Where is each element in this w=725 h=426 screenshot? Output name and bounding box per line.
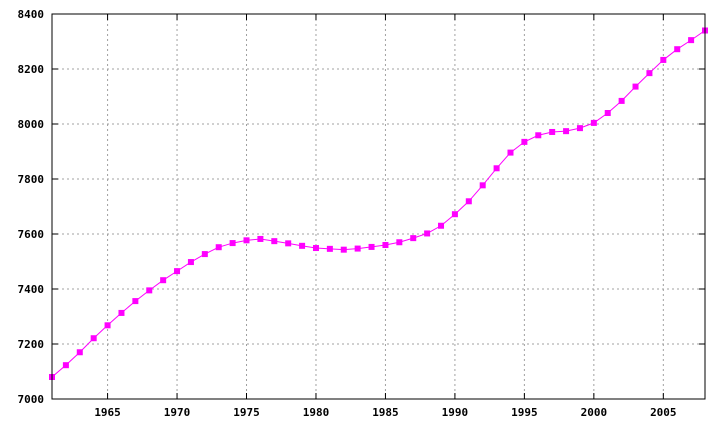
- data-point: [285, 240, 292, 247]
- x-tick-label: 1990: [442, 406, 469, 419]
- data-point: [438, 222, 445, 229]
- data-point: [493, 165, 500, 172]
- y-tick-label: 8200: [18, 63, 45, 76]
- data-point: [354, 245, 361, 252]
- plot-frame: [51, 13, 706, 400]
- data-point: [201, 251, 208, 258]
- data-point: [576, 125, 583, 132]
- data-point: [646, 70, 653, 77]
- x-tick-label: 1985: [372, 406, 399, 419]
- data-point: [396, 239, 403, 246]
- data-point: [424, 230, 431, 237]
- data-point: [465, 198, 472, 205]
- data-series: [49, 27, 708, 380]
- x-tick-label: 1970: [164, 406, 191, 419]
- y-tick-label: 7800: [18, 173, 45, 186]
- data-point: [146, 287, 153, 294]
- data-point: [243, 237, 250, 244]
- data-point: [618, 97, 625, 104]
- data-point: [62, 362, 69, 369]
- data-point: [479, 182, 486, 189]
- data-point: [521, 138, 528, 145]
- axis-ticks: [52, 13, 705, 400]
- x-tick-label: 2005: [650, 406, 677, 419]
- data-point: [660, 56, 667, 63]
- data-point: [229, 240, 236, 247]
- x-tick-label: 1965: [94, 406, 121, 419]
- series-line: [51, 30, 706, 378]
- data-point: [312, 245, 319, 252]
- data-point: [132, 298, 139, 305]
- data-point: [688, 37, 695, 44]
- data-point: [271, 238, 278, 245]
- data-point: [549, 128, 556, 135]
- data-point: [632, 83, 639, 90]
- data-point: [563, 128, 570, 135]
- data-point: [451, 211, 458, 218]
- data-point: [160, 277, 167, 284]
- data-point: [507, 149, 514, 156]
- data-point: [104, 322, 111, 329]
- data-point: [118, 309, 125, 316]
- x-tick-label: 1975: [233, 406, 260, 419]
- x-tick-label: 2000: [581, 406, 608, 419]
- data-point: [187, 259, 194, 266]
- data-point: [674, 46, 681, 53]
- data-point: [340, 246, 347, 253]
- data-point: [299, 242, 306, 249]
- y-tick-label: 8400: [18, 8, 45, 21]
- y-tick-label: 7000: [18, 393, 45, 406]
- data-point: [174, 268, 181, 275]
- data-point: [410, 235, 417, 242]
- y-tick-label: 7200: [18, 338, 45, 351]
- grid-lines: [52, 14, 705, 399]
- data-point: [257, 235, 264, 242]
- y-tick-label: 7600: [18, 228, 45, 241]
- y-tick-label: 8000: [18, 118, 45, 131]
- data-point: [535, 132, 542, 139]
- x-tick-label: 1995: [511, 406, 538, 419]
- data-point: [604, 110, 611, 116]
- y-tick-label: 7400: [18, 283, 45, 296]
- data-point: [590, 119, 597, 126]
- data-point: [382, 242, 389, 248]
- x-tick-label: 1980: [303, 406, 330, 419]
- data-point: [76, 349, 83, 356]
- data-point: [215, 244, 222, 251]
- data-point: [368, 243, 375, 250]
- data-point: [90, 335, 97, 342]
- tick-labels: 1965 1970 1975 1980 1985 1990 1995 2000 2005 7000…: [18, 8, 677, 419]
- data-point: [326, 245, 333, 252]
